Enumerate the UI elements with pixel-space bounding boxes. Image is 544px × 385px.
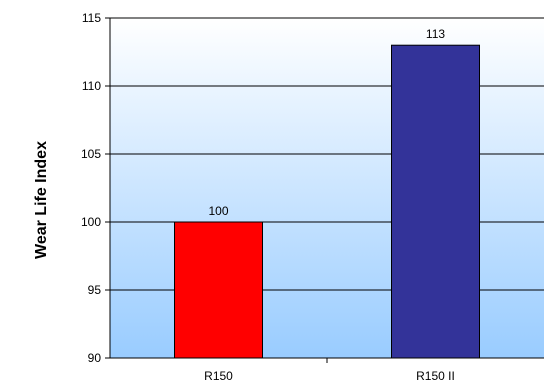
x-category-label: R150 II [416, 369, 455, 383]
bar [174, 221, 263, 359]
y-tick-label: 115 [82, 11, 101, 25]
bar [391, 44, 480, 359]
x-category-label: R150 [204, 369, 233, 383]
y-tick-label: 90 [88, 351, 102, 365]
bars [174, 44, 480, 359]
y-tick-label: 110 [82, 79, 101, 93]
data-label: 113 [426, 27, 445, 41]
axes [105, 17, 544, 363]
labels: 90 95 100 105 110 115 100 R150 113 R150 II [81, 11, 455, 383]
y-axis-title: Wear Life Index [33, 141, 50, 259]
y-tick-label: 95 [88, 283, 102, 297]
y-tick-label: 105 [81, 147, 101, 161]
data-label: 100 [208, 204, 228, 218]
y-tick-label: 100 [81, 215, 101, 229]
